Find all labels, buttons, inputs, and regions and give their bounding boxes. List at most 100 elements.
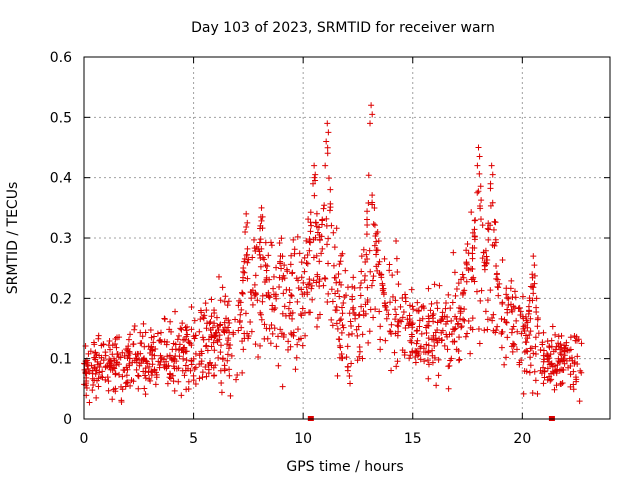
data-point bbox=[477, 216, 484, 223]
data-point bbox=[571, 359, 578, 366]
data-point bbox=[456, 356, 463, 363]
data-point bbox=[183, 386, 190, 393]
data-point bbox=[491, 218, 498, 225]
data-point bbox=[267, 239, 274, 246]
data-point bbox=[401, 351, 408, 358]
data-point bbox=[533, 295, 540, 302]
data-point bbox=[140, 356, 147, 363]
data-point bbox=[526, 331, 533, 338]
data-point bbox=[205, 361, 212, 368]
y-tick-label-4: 0.4 bbox=[50, 171, 72, 187]
data-point bbox=[371, 242, 378, 249]
data-point bbox=[412, 354, 419, 361]
data-point bbox=[415, 308, 422, 315]
data-point bbox=[288, 330, 295, 337]
data-point bbox=[314, 273, 321, 280]
data-point bbox=[478, 197, 485, 204]
data-point bbox=[344, 343, 351, 350]
data-point bbox=[519, 313, 526, 320]
data-point bbox=[256, 239, 263, 246]
data-point bbox=[157, 329, 164, 336]
data-point bbox=[370, 314, 377, 321]
data-point bbox=[239, 289, 246, 296]
data-point bbox=[211, 347, 218, 354]
data-point bbox=[340, 299, 347, 306]
data-point bbox=[511, 304, 518, 311]
data-point bbox=[476, 170, 483, 177]
data-point bbox=[415, 351, 422, 358]
data-point bbox=[126, 360, 133, 367]
data-point bbox=[303, 284, 310, 291]
data-point bbox=[167, 371, 174, 378]
data-point bbox=[397, 303, 404, 310]
data-point bbox=[307, 239, 314, 246]
data-point bbox=[477, 205, 484, 212]
data-point bbox=[99, 368, 106, 375]
data-point bbox=[540, 364, 547, 371]
data-point bbox=[338, 304, 345, 311]
data-point bbox=[444, 318, 451, 325]
data-point bbox=[487, 287, 494, 294]
data-point bbox=[130, 341, 137, 348]
data-point bbox=[247, 318, 254, 325]
data-point bbox=[376, 258, 383, 265]
data-point bbox=[314, 315, 321, 322]
data-point bbox=[412, 359, 419, 366]
data-point bbox=[365, 172, 372, 179]
data-point bbox=[299, 305, 306, 312]
data-point bbox=[441, 342, 448, 349]
chart-title: Day 103 of 2023, SRMTID for receiver war… bbox=[191, 20, 495, 36]
data-point bbox=[319, 217, 326, 224]
data-point bbox=[460, 289, 467, 296]
data-point bbox=[217, 297, 224, 304]
data-point bbox=[152, 381, 159, 388]
data-point bbox=[281, 262, 288, 269]
data-point bbox=[307, 309, 314, 316]
data-point bbox=[288, 252, 295, 259]
data-point bbox=[196, 352, 203, 359]
data-point bbox=[306, 276, 313, 283]
data-point bbox=[325, 175, 332, 182]
data-point bbox=[303, 259, 310, 266]
data-point bbox=[552, 346, 559, 353]
peak-point bbox=[243, 210, 250, 217]
data-point bbox=[142, 391, 149, 398]
data-point bbox=[425, 335, 432, 342]
data-point bbox=[571, 332, 578, 339]
data-point bbox=[163, 358, 170, 365]
data-point bbox=[424, 357, 431, 364]
data-point bbox=[238, 306, 245, 313]
data-point bbox=[168, 356, 175, 363]
data-point bbox=[558, 366, 565, 373]
data-point bbox=[544, 353, 551, 360]
data-point bbox=[451, 269, 458, 276]
data-point bbox=[383, 315, 390, 322]
data-point bbox=[471, 217, 478, 224]
data-point bbox=[548, 337, 555, 344]
data-point bbox=[427, 307, 434, 314]
data-point bbox=[151, 367, 158, 374]
data-point bbox=[164, 380, 171, 387]
data-point bbox=[208, 313, 215, 320]
data-point bbox=[510, 323, 517, 330]
data-point bbox=[167, 375, 174, 382]
data-point bbox=[372, 233, 379, 240]
data-point bbox=[265, 292, 272, 299]
data-point bbox=[235, 327, 242, 334]
data-point bbox=[435, 356, 442, 363]
data-point bbox=[356, 344, 363, 351]
data-point bbox=[425, 342, 432, 349]
data-point bbox=[142, 329, 149, 336]
data-point bbox=[356, 353, 363, 360]
peak-point bbox=[489, 171, 496, 178]
data-point bbox=[192, 350, 199, 357]
data-point bbox=[225, 345, 232, 352]
data-point bbox=[469, 229, 476, 236]
data-point bbox=[532, 377, 539, 384]
data-point bbox=[151, 333, 158, 340]
data-point bbox=[208, 343, 215, 350]
data-point bbox=[203, 325, 210, 332]
data-point bbox=[364, 208, 371, 215]
data-point bbox=[219, 355, 226, 362]
data-point bbox=[548, 360, 555, 367]
